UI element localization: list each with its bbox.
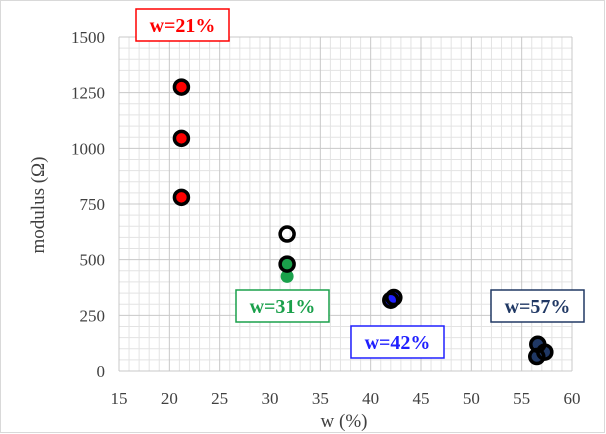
annotation-label: w=57%: [505, 296, 571, 318]
x-tick-label: 25: [211, 389, 228, 408]
data-point-ring: [278, 255, 296, 273]
data-point-ring: [172, 78, 191, 96]
grid: [118, 36, 573, 372]
data-point-ring: [528, 347, 546, 366]
x-tick-label: 60: [564, 389, 581, 408]
x-tick-label: 55: [513, 389, 530, 408]
x-tick-label: 50: [463, 389, 480, 408]
x-tick-label: 45: [413, 389, 430, 408]
annotation-label: w=21%: [150, 15, 216, 37]
x-tick-label: 20: [161, 389, 178, 408]
x-tick-label: 35: [312, 389, 329, 408]
y-tick-label: 500: [80, 251, 106, 270]
y-tick-label: 750: [80, 195, 106, 214]
annotation-label: w=42%: [365, 332, 431, 354]
y-tick-label: 1000: [71, 139, 105, 158]
data-point-fill: [174, 80, 188, 94]
data-point-fill: [174, 131, 188, 145]
data-points: [172, 78, 554, 366]
x-tick-label: 30: [262, 389, 279, 408]
x-tick-label: 15: [111, 389, 128, 408]
data-point-ring: [382, 291, 400, 309]
data-point-ring: [172, 129, 191, 148]
annotation-box: [135, 8, 230, 42]
x-tick-label: 40: [362, 389, 379, 408]
annotation-box: [350, 325, 445, 359]
annotation-box: [490, 289, 585, 323]
x-tick-labels: 15 20 25 30 35 40 45 50 55 60: [111, 389, 581, 408]
annotation-label: w=31%: [250, 296, 316, 318]
data-point-fill: [174, 190, 188, 204]
x-axis-label: w (%): [321, 411, 368, 432]
y-tick-label: 250: [80, 306, 106, 325]
y-axis-label: modulus (Ω): [28, 157, 49, 254]
annotation-box: [235, 289, 330, 323]
data-point-fill: [280, 257, 294, 271]
annotations: w=21% w=31% w=42% w=57%: [135, 8, 585, 359]
data-point-ring: [278, 225, 296, 243]
data-point-ring: [172, 188, 191, 207]
y-tick-label: 1250: [71, 84, 105, 103]
data-point-fill: [280, 269, 294, 283]
y-tick-label: 1500: [71, 28, 105, 47]
y-tick-labels: 0 250 500 750 1000 1250 1500: [71, 28, 105, 381]
data-point-fill: [530, 350, 544, 364]
y-tick-label: 0: [97, 362, 106, 381]
